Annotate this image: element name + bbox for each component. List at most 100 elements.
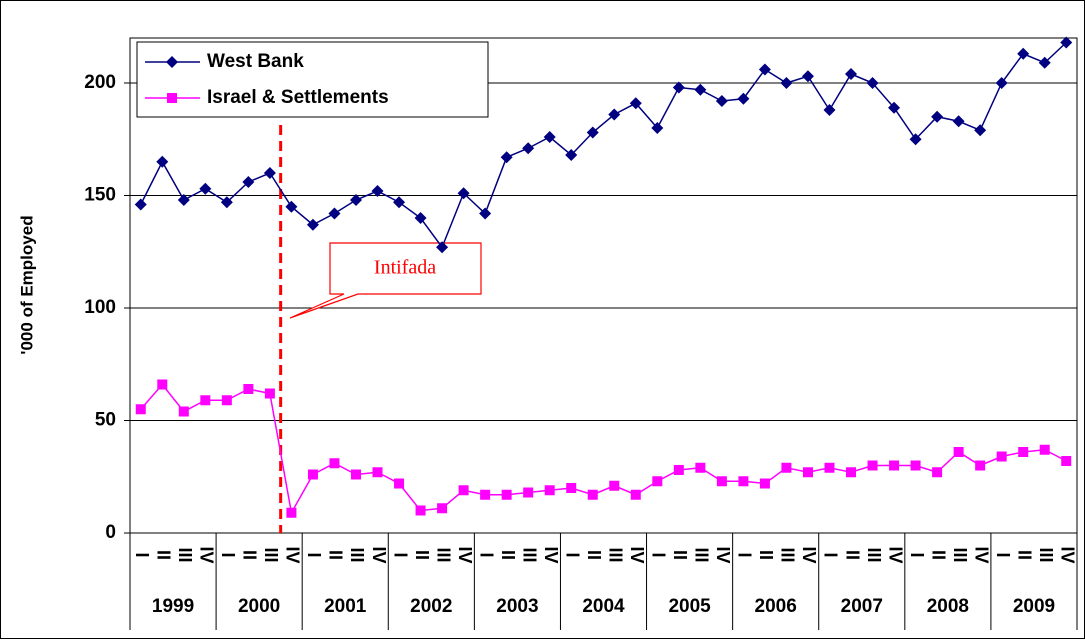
annotation: Intifada xyxy=(374,257,436,279)
data-point xyxy=(566,483,577,493)
data-point xyxy=(995,77,1008,89)
data-point xyxy=(371,185,384,197)
data-point xyxy=(629,97,642,110)
x-tick-label: IV xyxy=(455,546,475,563)
data-point xyxy=(199,182,212,195)
x-tick-label: III xyxy=(433,547,453,562)
data-point xyxy=(523,487,534,498)
data-point xyxy=(263,167,276,179)
legend-marker xyxy=(167,93,177,103)
data-point xyxy=(393,196,406,209)
data-point xyxy=(565,149,578,161)
data-point xyxy=(500,151,513,164)
data-point xyxy=(1039,444,1050,455)
y-tick-label: 0 xyxy=(105,522,116,543)
x-tick-label: I xyxy=(304,552,324,557)
x-tick-label: I xyxy=(907,552,927,557)
data-point xyxy=(846,467,857,478)
data-point xyxy=(328,207,341,220)
data-point xyxy=(415,505,426,516)
data-point xyxy=(780,77,793,89)
x-tick-label: I xyxy=(993,552,1013,557)
data-point xyxy=(586,126,599,139)
x-tick-label: II xyxy=(498,550,518,560)
x-tick-label: I xyxy=(390,552,410,557)
x-tick-label: IV xyxy=(283,546,303,563)
x-tick-label: I xyxy=(562,552,582,557)
data-point xyxy=(329,458,340,469)
x-tick-label: II xyxy=(412,550,432,560)
x-tick-label: II xyxy=(326,550,346,560)
data-point xyxy=(1061,456,1072,466)
y-tick-label: 200 xyxy=(84,72,116,93)
data-point xyxy=(200,395,211,406)
x-tick-label: IV xyxy=(369,546,389,563)
x-tick-label: I xyxy=(821,552,841,557)
data-point xyxy=(178,406,189,417)
data-point xyxy=(672,81,685,94)
data-point xyxy=(264,388,275,399)
data-point xyxy=(802,467,813,478)
year-label: 2000 xyxy=(238,596,280,617)
data-point xyxy=(307,469,318,480)
data-point xyxy=(177,194,190,206)
data-point xyxy=(953,447,964,457)
data-point xyxy=(737,92,750,105)
legend-label: Israel & Settlements xyxy=(207,87,389,108)
data-point xyxy=(436,241,449,254)
x-tick-label: II xyxy=(842,550,862,560)
x-tick-label: I xyxy=(649,552,669,557)
x-tick-label: IV xyxy=(541,546,561,563)
data-point xyxy=(695,462,706,473)
x-tick-label: III xyxy=(1036,547,1056,562)
year-label: 2004 xyxy=(582,596,625,617)
y-axis-label: '000 of Employed xyxy=(17,215,36,354)
data-point xyxy=(243,384,254,394)
data-point xyxy=(220,196,233,209)
x-tick-label: I xyxy=(132,552,152,557)
data-point xyxy=(1038,56,1051,69)
year-label: 1999 xyxy=(152,596,194,617)
data-point xyxy=(866,77,879,89)
plot-frame xyxy=(129,37,1078,534)
x-tick-label: III xyxy=(175,547,195,562)
data-point xyxy=(544,485,555,496)
x-tick-label: III xyxy=(606,547,626,562)
year-label: 2001 xyxy=(324,596,367,617)
data-point xyxy=(630,489,641,500)
data-point xyxy=(996,451,1007,462)
data-point xyxy=(156,155,169,168)
x-tick-label: IV xyxy=(799,546,819,563)
data-point xyxy=(608,108,621,121)
data-point xyxy=(1017,47,1030,60)
legend-marker xyxy=(166,56,178,68)
x-tick-label: I xyxy=(476,552,496,557)
data-point xyxy=(673,465,684,475)
data-point xyxy=(221,395,232,406)
x-tick-label: III xyxy=(692,547,712,562)
data-point xyxy=(759,478,770,489)
data-point xyxy=(801,70,814,83)
data-point xyxy=(909,133,922,146)
year-label: 2009 xyxy=(1013,596,1055,617)
legend-box xyxy=(136,41,489,118)
x-tick-label: III xyxy=(950,547,970,562)
data-point xyxy=(458,485,469,496)
data-point xyxy=(479,207,492,220)
data-point xyxy=(480,489,491,500)
data-point xyxy=(932,467,943,478)
data-point xyxy=(285,200,298,213)
data-point xyxy=(651,122,664,134)
data-point xyxy=(134,198,147,211)
year-label: 2005 xyxy=(668,596,711,617)
year-label: 2007 xyxy=(841,596,883,617)
data-point xyxy=(372,467,383,478)
x-tick-label: IV xyxy=(713,546,733,563)
x-tick-label: III xyxy=(261,547,281,562)
x-tick-label: II xyxy=(928,550,948,560)
data-point xyxy=(242,176,255,188)
data-point xyxy=(394,478,405,489)
data-point xyxy=(457,187,470,200)
data-point xyxy=(522,142,535,155)
